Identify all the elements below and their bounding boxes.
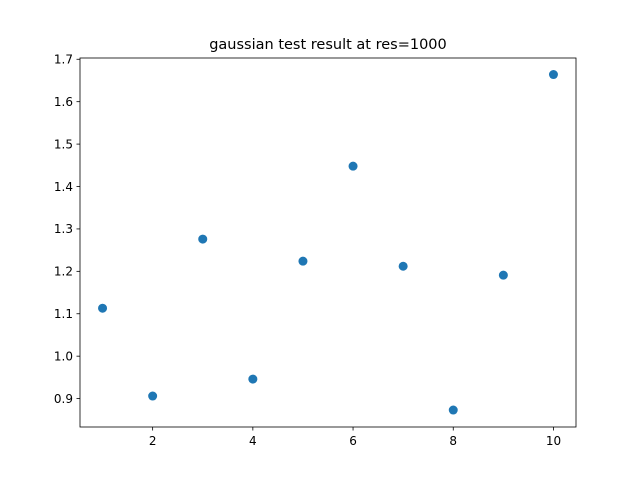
data-point bbox=[448, 405, 458, 415]
y-tick-label: 1.0 bbox=[54, 349, 73, 363]
x-tick-label: 4 bbox=[249, 434, 257, 448]
x-tick-label: 10 bbox=[546, 434, 561, 448]
y-tick-label: 0.9 bbox=[54, 392, 73, 406]
data-point bbox=[98, 303, 108, 313]
x-tick-label: 6 bbox=[349, 434, 357, 448]
y-tick-label: 1.7 bbox=[54, 53, 73, 67]
y-tick-label: 1.4 bbox=[54, 180, 73, 194]
data-point bbox=[498, 270, 508, 280]
data-point bbox=[348, 161, 358, 171]
y-tick-label: 1.1 bbox=[54, 307, 73, 321]
data-points bbox=[98, 70, 558, 415]
x-tick-label: 8 bbox=[449, 434, 457, 448]
y-tick-label: 1.2 bbox=[54, 265, 73, 279]
data-point bbox=[398, 261, 408, 271]
y-tick-label: 1.6 bbox=[54, 95, 73, 109]
data-point bbox=[198, 234, 208, 244]
data-point bbox=[298, 256, 308, 266]
data-point bbox=[248, 374, 258, 384]
data-point bbox=[548, 70, 558, 80]
x-tick-label: 2 bbox=[149, 434, 157, 448]
y-tick-label: 1.5 bbox=[54, 137, 73, 151]
y-tick-label: 1.3 bbox=[54, 222, 73, 236]
chart-title: gaussian test result at res=1000 bbox=[209, 37, 447, 53]
y-axis: 0.9 1.0 1.1 1.2 1.3 1.4 1.5 1.6 1.7 bbox=[54, 53, 80, 406]
x-axis: 2 4 6 8 10 bbox=[149, 427, 561, 448]
data-point bbox=[148, 391, 158, 401]
plot-frame bbox=[79, 57, 577, 428]
